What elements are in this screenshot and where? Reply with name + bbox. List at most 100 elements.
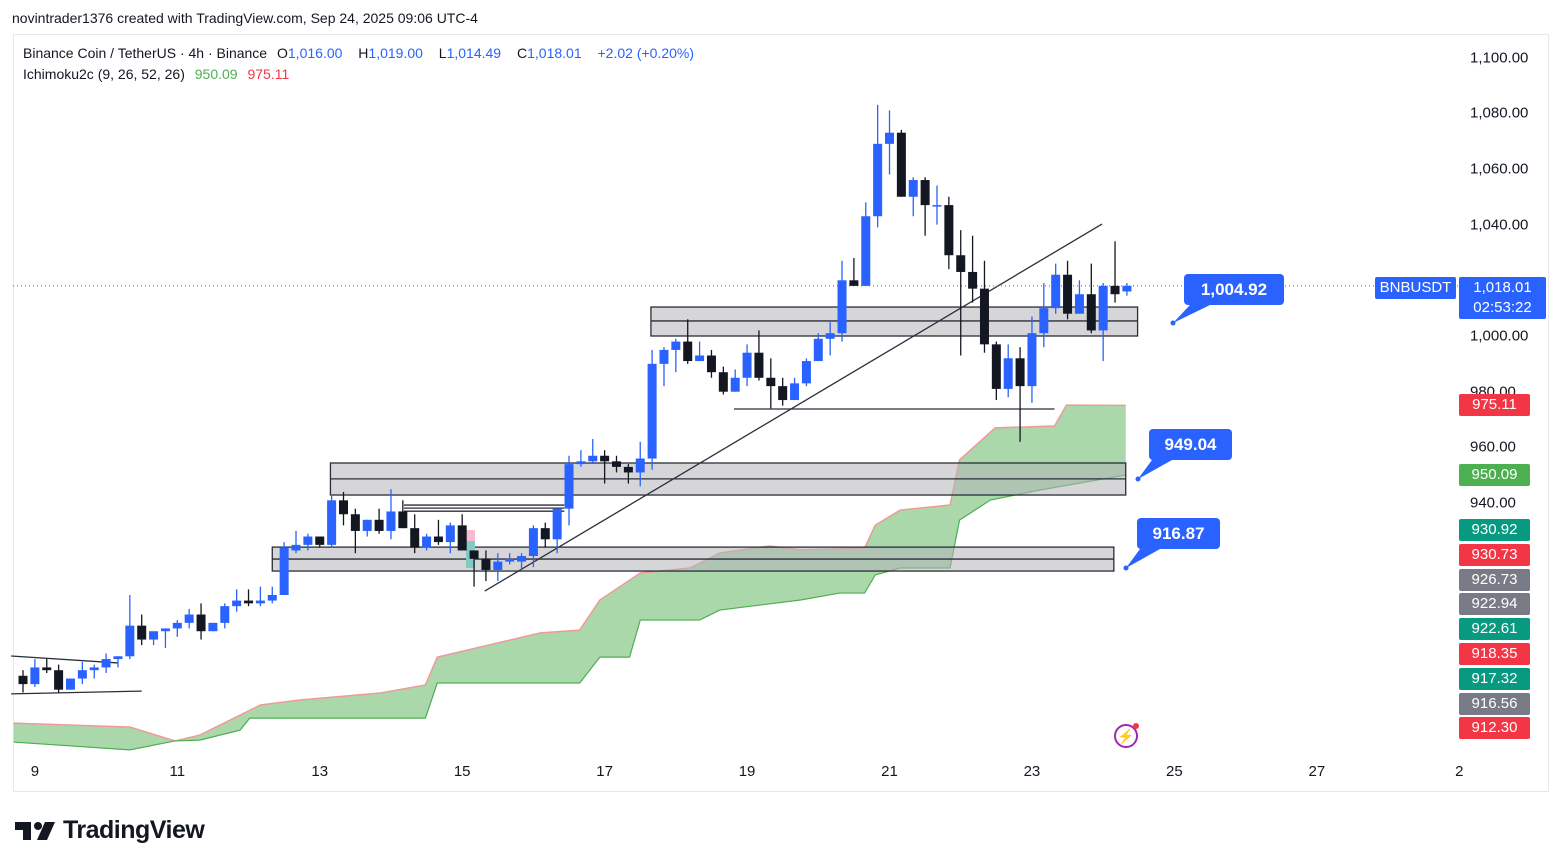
candle [659, 347, 669, 387]
candle-body [825, 333, 835, 339]
candle-body [896, 132, 906, 197]
candle [623, 464, 633, 484]
candle [991, 341, 1001, 401]
symbol-description[interactable]: Binance Coin / TetherUS · 4h · Binance [23, 45, 268, 61]
candle-body [386, 511, 396, 531]
candle-body [861, 216, 871, 286]
candle-body [647, 363, 657, 459]
candle [267, 586, 277, 604]
high-label: H [358, 45, 369, 61]
candle [588, 439, 598, 465]
ohlc-low: L1,014.49 [439, 45, 507, 61]
candle [813, 333, 823, 362]
candle-body [706, 355, 716, 373]
candle-body [457, 525, 467, 551]
indicator-name[interactable]: Ichimoku2c (9, 26, 52, 26) [23, 66, 185, 82]
time-tick: 9 [30, 763, 40, 780]
time-tick: 17 [596, 763, 613, 780]
candle-body [718, 372, 728, 392]
candle-body [196, 614, 206, 632]
price-tick: 940.00 [1470, 494, 1516, 512]
bar-countdown: 02:53:22 [1473, 299, 1532, 316]
price-tick: 1,080.00 [1470, 104, 1529, 122]
candle-body [220, 606, 230, 623]
candle [766, 358, 776, 409]
candle [956, 230, 966, 356]
price-callout[interactable]: 949.04 [1149, 429, 1232, 460]
position-target [466, 530, 475, 541]
candle-body [908, 180, 918, 197]
candle [350, 508, 360, 554]
candle-body [77, 670, 87, 679]
low-value: 1,014.49 [446, 45, 502, 61]
candle-body [730, 377, 740, 392]
candle-body [1027, 333, 1037, 387]
candle-body [137, 625, 147, 640]
candle-body [1086, 294, 1096, 331]
candle [493, 553, 503, 582]
candle-body [528, 528, 538, 557]
ohlc-close: C1,018.01 [517, 45, 588, 61]
candle [706, 349, 716, 378]
candle [908, 177, 918, 217]
price-callout[interactable]: 1,004.92 [1184, 274, 1284, 305]
ohlc-open: O1,016.00 [277, 45, 348, 61]
price-tick: 1,000.00 [1470, 327, 1529, 345]
candle [849, 258, 859, 286]
candle-body [849, 280, 859, 286]
tradingview-logo-icon [15, 821, 55, 840]
candle [410, 514, 420, 554]
candle-body [742, 352, 752, 378]
candle-body [1003, 358, 1013, 389]
candle [1063, 260, 1073, 320]
candle-body [956, 255, 966, 272]
candle-body [944, 205, 954, 256]
price-axis-label: 930.92 [1459, 519, 1530, 541]
candle-body [576, 461, 586, 465]
candle [89, 664, 99, 679]
callout-pointer [1126, 549, 1160, 568]
candle-body [1015, 358, 1025, 387]
candle-body [255, 600, 265, 604]
candle-body [481, 558, 491, 570]
candle-body [30, 667, 40, 685]
lightning-icon[interactable]: ⚡ [1114, 723, 1139, 748]
candle [564, 455, 574, 526]
candle [1027, 316, 1037, 403]
candle [968, 235, 978, 303]
candle [1122, 283, 1132, 296]
candle [54, 664, 64, 693]
candle-body [184, 614, 194, 623]
symbol-tag: BNBUSDT [1375, 277, 1456, 299]
candle-body [101, 659, 111, 668]
candle-body [18, 675, 28, 685]
candle [612, 455, 621, 473]
time-tick: 25 [1166, 763, 1183, 780]
candle-body [505, 558, 515, 562]
candle [457, 514, 467, 551]
candle-body [968, 271, 978, 289]
candle [896, 129, 906, 197]
candle [885, 110, 895, 175]
candle [315, 536, 325, 548]
candle [398, 500, 408, 529]
candle-body [42, 667, 52, 671]
candle [730, 369, 740, 392]
price-callout[interactable]: 916.87 [1137, 518, 1220, 549]
candle-body [208, 622, 218, 632]
candle-body [89, 667, 99, 671]
candle [920, 177, 930, 236]
candle [137, 614, 147, 646]
candle [517, 553, 527, 570]
candle-body [1063, 274, 1073, 314]
candle-body [932, 205, 942, 207]
candle-body [920, 180, 930, 206]
legend-indicator: Ichimoku2c (9, 26, 52, 26) 950.09 975.11 [23, 66, 295, 82]
candle-body [600, 455, 610, 462]
candle [742, 344, 752, 387]
price-axis-label: 930.73 [1459, 543, 1530, 566]
trendline [484, 223, 1103, 592]
cloud-fill [13, 405, 1126, 750]
time-tick: 2 [1455, 763, 1464, 780]
